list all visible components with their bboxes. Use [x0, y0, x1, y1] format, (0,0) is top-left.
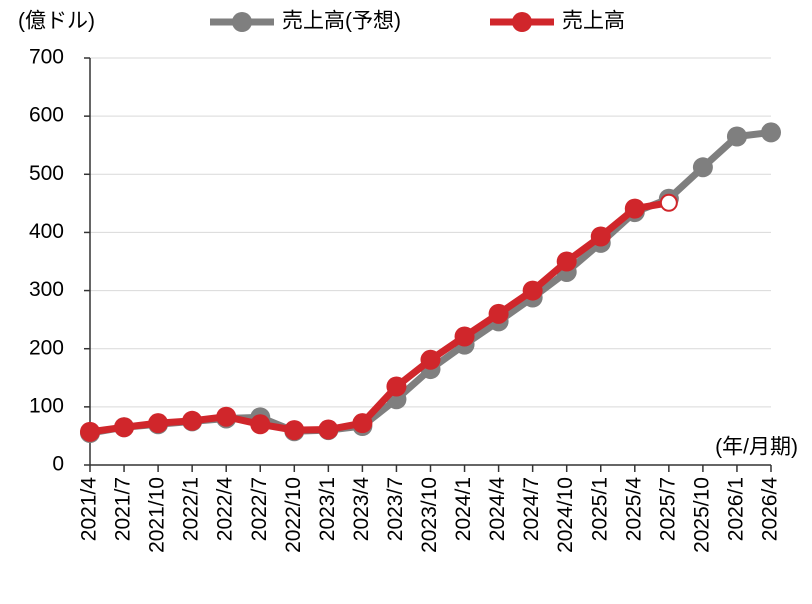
x-tick-label: 2021/4 — [78, 477, 101, 542]
y-tick-label: 0 — [52, 453, 64, 476]
data-point — [182, 410, 203, 431]
x-tick-label: 2024/10 — [554, 477, 577, 553]
y-tick-label: 500 — [29, 162, 64, 185]
legend-marker — [232, 12, 252, 32]
data-point — [114, 417, 135, 438]
x-tick-label: 2025/10 — [690, 477, 713, 553]
legend-label: 売上高 — [562, 10, 625, 33]
y-tick-label: 700 — [29, 46, 64, 69]
x-tick-label: 2021/7 — [112, 477, 135, 541]
data-point — [488, 303, 509, 324]
series-line — [89, 128, 772, 437]
x-tick-label: 2022/7 — [248, 477, 271, 541]
data-point — [556, 251, 577, 272]
data-point — [80, 421, 100, 442]
data-point — [761, 122, 781, 143]
data-point — [352, 413, 373, 434]
x-tick-label: 2023/4 — [350, 477, 373, 542]
y-tick-label: 200 — [29, 336, 64, 359]
x-tick-label: 2023/10 — [418, 477, 441, 553]
y-tick-label: 400 — [29, 220, 64, 243]
data-point — [454, 326, 475, 347]
legend-label: 売上高(予想) — [282, 10, 401, 33]
x-tick-label: 2022/10 — [282, 477, 305, 553]
x-tick-label: 2022/4 — [214, 477, 237, 542]
y-tick-label: 100 — [29, 394, 64, 417]
data-point — [250, 414, 271, 435]
x-tick-label: 2025/1 — [588, 477, 611, 541]
x-tick-label: 2025/7 — [656, 477, 679, 541]
y-unit: (億ドル) — [18, 10, 95, 33]
x-tick-label: 2024/7 — [520, 477, 543, 541]
legend-marker — [512, 12, 532, 32]
x-tick-label: 2025/4 — [622, 477, 645, 542]
x-tick-label: 2023/1 — [316, 477, 339, 541]
y-tick-label: 300 — [29, 278, 64, 301]
data-point — [726, 126, 747, 147]
x-tick-label: 2026/4 — [759, 477, 782, 542]
data-point — [522, 280, 543, 301]
legend-item: 売上高 — [490, 10, 625, 33]
data-point — [420, 349, 441, 370]
data-point — [624, 198, 645, 219]
x-unit: (年/月期) — [715, 436, 798, 459]
x-tick-label: 2023/7 — [384, 477, 407, 541]
data-point — [386, 376, 407, 397]
data-point — [590, 226, 611, 247]
data-point — [284, 420, 305, 441]
data-point — [318, 419, 339, 440]
data-point — [148, 413, 169, 434]
x-tick-label: 2024/4 — [486, 477, 509, 542]
x-tick-label: 2026/1 — [724, 477, 747, 541]
x-tick-label: 2021/10 — [146, 477, 169, 553]
data-point — [692, 157, 713, 178]
y-tick-label: 600 — [29, 104, 64, 127]
legend-item: 売上高(予想) — [210, 10, 401, 33]
series-line — [89, 199, 670, 436]
x-tick-label: 2022/1 — [180, 477, 203, 541]
x-tick-label: 2024/1 — [452, 477, 475, 541]
data-point — [659, 193, 678, 212]
data-point — [216, 406, 237, 427]
